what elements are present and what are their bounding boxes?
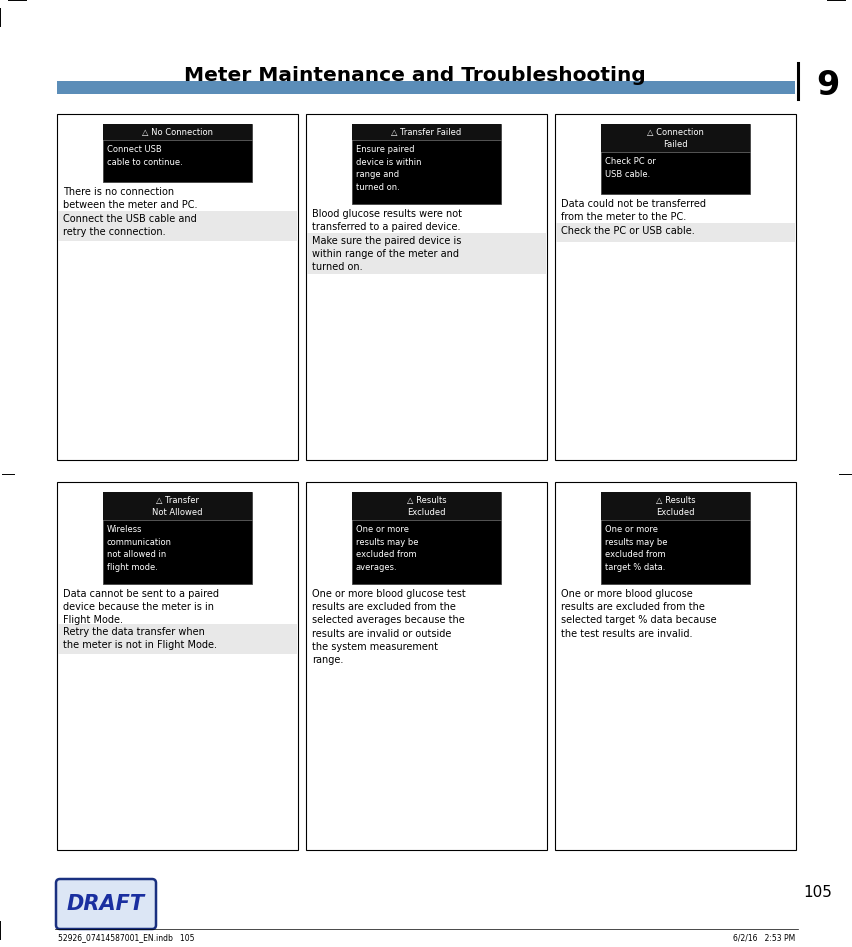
Text: One or more blood glucose test
results are excluded from the
selected averages b: One or more blood glucose test results a…: [312, 589, 465, 665]
Bar: [351, 124, 501, 204]
Bar: [306, 114, 546, 460]
Text: 9: 9: [815, 68, 838, 101]
Text: △ Transfer Failed: △ Transfer Failed: [391, 128, 461, 136]
Text: △ Results: △ Results: [406, 495, 446, 505]
Text: 105: 105: [803, 884, 832, 900]
Bar: [307, 233, 545, 274]
Text: 6/2/16   2:53 PM: 6/2/16 2:53 PM: [732, 934, 794, 942]
Text: △ Results: △ Results: [655, 495, 694, 505]
Text: There is no connection
between the meter and PC.: There is no connection between the meter…: [63, 187, 198, 210]
Text: One or more blood glucose
results are excluded from the
selected target % data b: One or more blood glucose results are ex…: [561, 589, 716, 638]
Bar: [556, 223, 794, 242]
Bar: [57, 81, 794, 94]
Bar: [306, 482, 546, 850]
Bar: [600, 124, 749, 152]
Text: Not Allowed: Not Allowed: [152, 508, 203, 516]
Text: Make sure the paired device is
within range of the meter and
turned on.: Make sure the paired device is within ra…: [312, 236, 461, 273]
Text: Excluded: Excluded: [406, 508, 446, 516]
Bar: [57, 114, 297, 460]
Bar: [600, 492, 749, 520]
Bar: [600, 492, 749, 584]
Text: Blood glucose results were not
transferred to a paired device.: Blood glucose results were not transferr…: [312, 209, 462, 232]
Text: Wireless
communication
not allowed in
flight mode.: Wireless communication not allowed in fl…: [106, 525, 171, 571]
Text: Ensure paired
device is within
range and
turned on.: Ensure paired device is within range and…: [355, 145, 421, 191]
Bar: [555, 114, 795, 460]
Text: △ No Connection: △ No Connection: [141, 128, 213, 136]
Bar: [351, 492, 501, 520]
Bar: [555, 482, 795, 850]
Text: One or more
results may be
excluded from
target % data.: One or more results may be excluded from…: [604, 525, 666, 571]
Text: Retry the data transfer when
the meter is not in Flight Mode.: Retry the data transfer when the meter i…: [63, 627, 216, 651]
Bar: [103, 492, 252, 584]
Text: Excluded: Excluded: [655, 508, 694, 516]
Text: Check the PC or USB cable.: Check the PC or USB cable.: [561, 226, 694, 236]
Text: Failed: Failed: [662, 139, 687, 149]
Text: Data cannot be sent to a paired
device because the meter is in
Flight Mode.: Data cannot be sent to a paired device b…: [63, 589, 219, 625]
Bar: [58, 211, 296, 241]
Text: △ Connection: △ Connection: [647, 128, 703, 136]
Bar: [57, 482, 297, 850]
Bar: [58, 624, 296, 654]
FancyBboxPatch shape: [56, 879, 156, 929]
Text: DRAFT: DRAFT: [66, 894, 145, 914]
Bar: [600, 124, 749, 194]
Bar: [103, 124, 252, 140]
Text: △ Transfer: △ Transfer: [156, 495, 199, 505]
Text: Data could not be transferred
from the meter to the PC.: Data could not be transferred from the m…: [561, 199, 705, 223]
Bar: [351, 124, 501, 140]
Bar: [351, 492, 501, 584]
Text: One or more
results may be
excluded from
averages.: One or more results may be excluded from…: [355, 525, 417, 571]
Bar: [103, 124, 252, 182]
Text: Connect USB
cable to continue.: Connect USB cable to continue.: [106, 145, 182, 167]
Text: Connect the USB cable and
retry the connection.: Connect the USB cable and retry the conn…: [63, 214, 197, 237]
Text: Check PC or
USB cable.: Check PC or USB cable.: [604, 157, 655, 178]
Text: 52926_07414587001_EN.indb   105: 52926_07414587001_EN.indb 105: [58, 934, 194, 942]
Bar: [103, 492, 252, 520]
Text: Meter Maintenance and Troubleshooting: Meter Maintenance and Troubleshooting: [184, 65, 645, 84]
